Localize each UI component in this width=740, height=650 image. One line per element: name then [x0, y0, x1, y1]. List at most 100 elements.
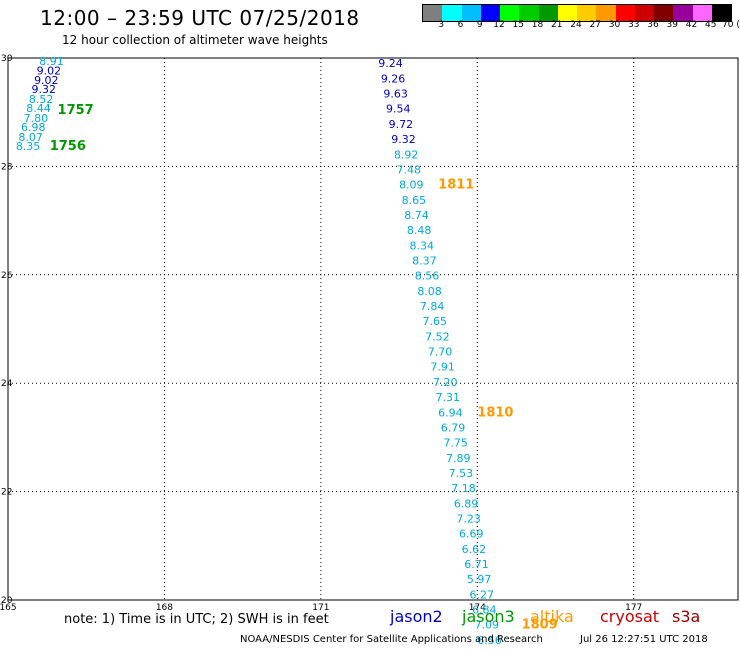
data-labels: 8.919.029.029.328.528.447.806.988.078.35… — [16, 55, 505, 650]
swh-label: 7.91 — [430, 361, 455, 374]
swh-label: 8.09 — [399, 179, 424, 192]
swh-label: 6.98 — [21, 121, 45, 134]
color-swatch — [461, 5, 481, 21]
swh-label: 9.72 — [389, 118, 414, 131]
color-scale-label: 24 — [570, 20, 582, 30]
swh-label: 7.48 — [396, 163, 421, 176]
swh-label: 6.27 — [469, 588, 494, 601]
swh-label: 9.24 — [378, 57, 403, 70]
swh-label: 8.48 — [407, 224, 432, 237]
swh-label: 6.69 — [459, 528, 484, 541]
color-swatch — [634, 5, 654, 21]
swh-label: 7.53 — [449, 467, 474, 480]
swh-label: 9.32 — [31, 83, 56, 96]
color-swatch — [711, 5, 731, 21]
color-scale-label: 3 — [438, 20, 445, 30]
swh-label: 7.18 — [451, 482, 476, 495]
y-tick-label: 20 — [1, 596, 13, 606]
legend-cryosat: cryosat — [600, 607, 660, 626]
x-tick-label: 165 — [0, 603, 17, 613]
legend-jason2: jason2 — [390, 607, 443, 626]
swh-label: 7.70 — [428, 346, 453, 359]
y-tick-label: 24 — [1, 379, 13, 389]
pass-time-label: 1809 — [522, 618, 558, 633]
swh-label: 8.08 — [417, 285, 442, 298]
note-text: note: 1) Time is in UTC; 2) SWH is in fe… — [64, 612, 329, 627]
swh-label: 8.34 — [410, 239, 435, 252]
color-scale-bar — [422, 4, 732, 22]
color-swatch — [538, 5, 558, 21]
swh-label: 8.74 — [404, 209, 429, 222]
swh-label: 9.32 — [391, 133, 416, 146]
swh-label: 7.80 — [24, 112, 49, 125]
x-tick-label: 171 — [312, 603, 329, 613]
legend-altika: altika — [530, 607, 574, 626]
color-swatch — [557, 5, 577, 21]
color-swatch — [615, 5, 635, 21]
credit-text: NOAA/NESDIS Center for Satellite Applica… — [240, 634, 543, 645]
swh-label: 8.44 — [26, 102, 51, 115]
x-tick-label: 177 — [625, 603, 642, 613]
color-swatch — [577, 5, 597, 21]
color-scale-label: 30 — [608, 20, 621, 30]
swh-label: 9.63 — [383, 88, 408, 101]
x-tick-label: 168 — [156, 603, 173, 613]
swh-label: 7.65 — [423, 315, 448, 328]
swh-label: 8.35 — [16, 140, 40, 153]
swh-label: 6.56 — [477, 634, 502, 647]
legend-s3a: s3a — [672, 607, 701, 626]
swh-label: 7.23 — [456, 512, 481, 525]
color-scale-label: 70 (ft) — [722, 20, 740, 30]
pass-time-label: 1811 — [438, 178, 474, 193]
swh-label: 9.54 — [386, 103, 411, 116]
satellite-legend: jason2 jason3 altika cryosat s3a — [0, 607, 740, 631]
color-scale-label: 39 — [666, 20, 678, 30]
pass-time-label: 1756 — [50, 139, 86, 154]
swh-label: 8.52 — [29, 93, 54, 106]
swh-label: 7.75 — [443, 437, 468, 450]
y-tick-label: 30 — [1, 54, 13, 64]
swh-label: 8.07 — [18, 131, 43, 144]
color-scale-label: 21 — [551, 20, 563, 30]
color-swatch — [519, 5, 539, 21]
swh-label: 6.94 — [438, 406, 463, 419]
color-scale-label: 6 — [457, 20, 464, 30]
color-swatch — [654, 5, 674, 21]
color-swatch — [442, 5, 462, 21]
swh-label: 8.37 — [412, 255, 437, 268]
swh-label: 7.09 — [475, 619, 500, 632]
swh-label: 6.84 — [472, 604, 497, 617]
color-scale-label: 36 — [647, 20, 659, 30]
swh-label: 8.91 — [39, 55, 64, 68]
swh-label: 9.02 — [34, 74, 59, 87]
swh-label: 8.92 — [394, 148, 419, 161]
swh-label: 5.97 — [467, 573, 492, 586]
pass-time-label: 1810 — [477, 405, 513, 420]
chart-grid — [7, 57, 739, 601]
color-swatch — [692, 5, 712, 21]
swh-label: 6.62 — [462, 543, 487, 556]
color-scale-label: 15 — [512, 20, 524, 30]
color-scale-label: 9 — [476, 20, 483, 30]
swh-label: 7.84 — [420, 300, 445, 313]
time-labels: 175717561811181018091808 — [50, 103, 558, 633]
swh-label: 7.89 — [446, 452, 471, 465]
swh-label: 6.71 — [464, 558, 489, 571]
color-scale-label: 45 — [705, 20, 717, 30]
generated-timestamp: Jul 26 12:27:51 UTC 2018 — [580, 634, 708, 645]
color-scale-label: 27 — [589, 20, 601, 30]
y-tick-label: 22 — [1, 488, 12, 498]
plot-frame — [7, 57, 739, 601]
color-scale-label: 33 — [628, 20, 640, 30]
swh-label: 7.31 — [436, 391, 461, 404]
color-swatch — [500, 5, 520, 21]
swh-label: 8.56 — [415, 270, 440, 283]
swh-label: 7.20 — [433, 376, 458, 389]
swh-label: 6.79 — [441, 421, 466, 434]
color-swatch — [423, 5, 443, 21]
page-title: 12:00 – 23:59 UTC 07/25/2018 — [40, 6, 360, 30]
swh-label: 9.26 — [381, 72, 406, 85]
color-swatch — [596, 5, 616, 21]
pass-time-label: 1757 — [58, 103, 94, 118]
